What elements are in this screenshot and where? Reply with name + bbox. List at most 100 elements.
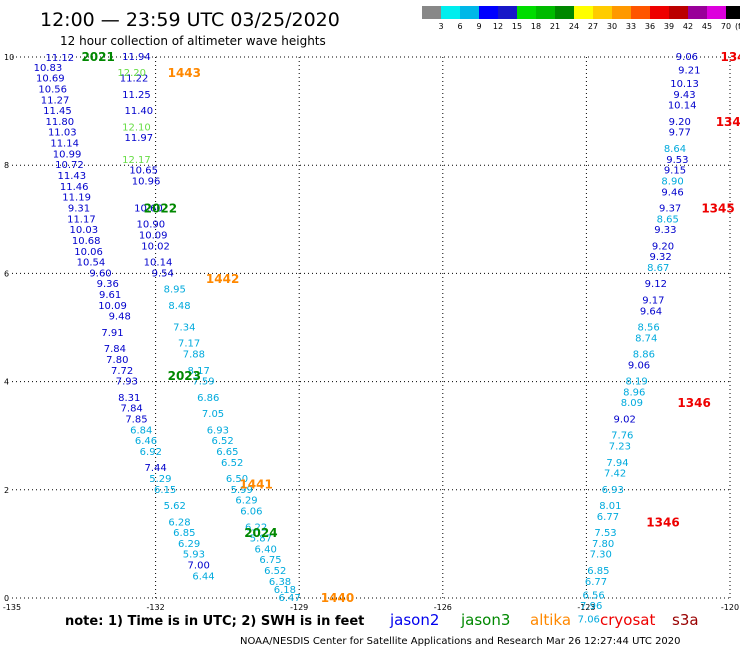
wave-height-value: 6.52 <box>211 436 233 447</box>
wave-height-value: 8.86 <box>633 350 655 361</box>
wave-height-value: 10.83 <box>34 63 63 74</box>
legend-entry-cryosat: cryosat <box>600 611 655 629</box>
colorbar-swatch <box>555 6 574 19</box>
wave-height-value: 10.09 <box>139 231 168 242</box>
wave-height-value: 9.61 <box>99 290 121 301</box>
wave-height-value: 6.52 <box>221 458 243 469</box>
wave-height-value: 8.17 <box>188 366 210 377</box>
pass-number-label: 1440 <box>321 591 354 605</box>
wave-height-value: 6.85 <box>173 528 195 539</box>
colorbar-label: 3 <box>438 22 443 31</box>
wave-height-value: 6.06 <box>240 506 262 517</box>
wave-height-value: 7.76 <box>611 431 633 442</box>
wave-height-value: 7.96 <box>580 601 602 612</box>
colorbar-label: 42 <box>683 22 693 31</box>
wave-height-value: 10.69 <box>36 74 65 85</box>
satellite-legend: jason2 jason3 altika cryosat s3a <box>389 611 699 629</box>
wave-height-value: 9.06 <box>676 52 698 63</box>
wave-height-value: 8.96 <box>623 387 645 398</box>
y-tick-label: 0 <box>4 594 9 603</box>
y-tick-label: 8 <box>4 161 9 170</box>
wave-height-value: 11.19 <box>62 193 91 204</box>
wave-height-value: 6.29 <box>235 496 257 507</box>
wave-height-value: 11.27 <box>41 95 70 106</box>
wave-height-value: 6.93 <box>207 425 229 436</box>
wave-height-value: 5.87 <box>250 533 272 544</box>
wave-height-value: 9.15 <box>664 166 686 177</box>
wave-height-value: 6.52 <box>264 566 286 577</box>
pass-number-label: 2022 <box>144 201 177 215</box>
wave-height-value: 8.95 <box>164 285 186 296</box>
wave-height-value: 6.28 <box>168 517 190 528</box>
wave-height-value: 7.80 <box>106 355 128 366</box>
wave-height-value: 7.30 <box>590 550 612 561</box>
wave-height-value: 6.92 <box>140 447 162 458</box>
colorbar-unit: (ft) <box>735 22 740 31</box>
chart-title: 12:00 — 23:59 UTC 03/25/2020 <box>40 9 340 31</box>
wave-height-value: 12.20 <box>117 68 146 79</box>
pass-number-label: 1344 <box>720 50 740 64</box>
wave-height-value: 10.54 <box>77 258 106 269</box>
wave-height-value: 11.43 <box>58 171 87 182</box>
wave-height-value: 5.29 <box>149 474 171 485</box>
wave-height-value: 10.56 <box>38 84 67 95</box>
wave-height-value: 10.06 <box>74 247 103 258</box>
wave-height-value: 7.88 <box>183 350 205 361</box>
colorbar-swatch <box>650 6 669 19</box>
pass-number-label: 1346 <box>677 396 710 410</box>
colorbar-swatch <box>479 6 498 19</box>
colorbar-label: 36 <box>645 22 655 31</box>
wave-height-value: 9.12 <box>645 279 667 290</box>
wave-height-value: 10.02 <box>141 241 170 252</box>
pass-labels: 11.12 2021 1443 2022 1442 2023 1441 2024 1440 134… <box>46 50 740 605</box>
wave-height-value: 9.20 <box>669 117 691 128</box>
wave-height-value: 5.93 <box>183 550 205 561</box>
wave-height-value: 11.12 <box>46 53 75 64</box>
colorbar-swatch <box>498 6 517 19</box>
footer-text: NOAA/NESDIS Center for Satellite Applica… <box>240 636 681 647</box>
wave-height-value: 12.10 <box>122 122 151 133</box>
wave-height-value: 6.18 <box>274 585 296 596</box>
wave-height-value: 7.85 <box>125 414 147 425</box>
wave-height-value: 9.31 <box>68 203 90 214</box>
wave-height-value: 6.15 <box>154 485 176 496</box>
pass-number-label: 1441 <box>239 477 272 491</box>
wave-height-value: 9.54 <box>152 268 174 279</box>
data-points: 10.8310.6910.5611.2711.4511.8011.0311.14… <box>34 52 701 626</box>
wave-height-value: 10.14 <box>144 258 173 269</box>
x-tick-label: -135 <box>3 603 21 612</box>
wave-height-value: 9.43 <box>673 90 695 101</box>
wave-height-value: 6.75 <box>259 555 281 566</box>
pass-number-label: 1344 <box>716 115 740 129</box>
wave-height-value: 9.02 <box>614 414 636 425</box>
wave-height-value: 10.99 <box>53 149 82 160</box>
colorbar-label: 27 <box>588 22 598 31</box>
wave-height-value: 10.14 <box>668 101 697 112</box>
x-tick-label: -132 <box>147 603 165 612</box>
wave-height-value: 7.23 <box>609 442 631 453</box>
legend-entry-jason3: jason3 <box>460 611 510 629</box>
wave-height-value: 10.96 <box>132 176 161 187</box>
colorbar-swatch <box>707 6 726 19</box>
wave-height-value: 8.01 <box>599 501 621 512</box>
colorbar-label: 12 <box>493 22 503 31</box>
wave-height-value: 9.32 <box>649 252 671 263</box>
wave-height-value: 7.91 <box>101 328 123 339</box>
wave-height-value: 8.90 <box>661 176 683 187</box>
wave-height-value: 7.93 <box>116 377 138 388</box>
wave-height-value: 8.64 <box>664 144 686 155</box>
wave-height-value: 8.56 <box>637 323 659 334</box>
wave-height-value: 11.14 <box>50 139 79 150</box>
pass-number-label: 2024 <box>244 526 277 540</box>
wave-height-value: 7.53 <box>594 528 616 539</box>
wave-height-value: 7.34 <box>173 323 195 334</box>
wave-height-value: 11.25 <box>122 90 151 101</box>
pass-number-label: 2021 <box>81 50 114 64</box>
y-tick-label: 6 <box>4 269 9 278</box>
pass-number-label: 1346 <box>646 515 679 529</box>
wave-height-value: 6.77 <box>597 512 619 523</box>
wave-height-value: 5.99 <box>231 485 253 496</box>
x-tick-label: -120 <box>721 603 739 612</box>
wave-height-value: 9.20 <box>652 241 674 252</box>
